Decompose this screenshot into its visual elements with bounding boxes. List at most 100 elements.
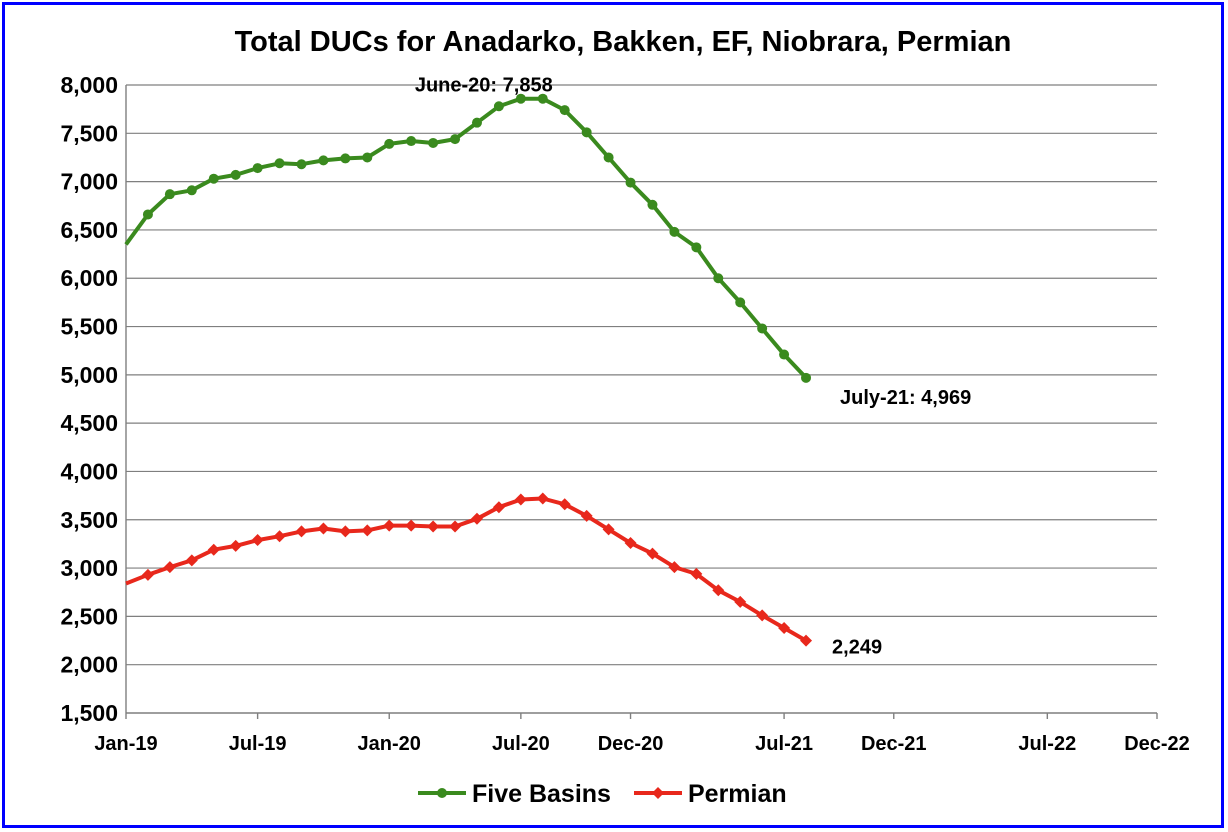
data-point <box>713 273 724 284</box>
data-point <box>537 93 548 104</box>
data-point <box>779 349 790 360</box>
data-point <box>185 554 198 567</box>
data-point <box>273 530 286 543</box>
y-tick-label: 2,000 <box>60 652 118 678</box>
y-tick-label: 5,000 <box>60 362 118 388</box>
legend-item-permian: Permian <box>634 780 787 808</box>
data-point <box>734 595 747 608</box>
data-point <box>427 520 440 533</box>
data-point <box>339 525 352 538</box>
data-point <box>778 621 791 634</box>
y-axis: 1,500 2,000 2,500 3,000 3,500 4,000 4,500 5,000… <box>60 72 118 726</box>
x-tick-label: Jul-21 <box>755 733 813 755</box>
data-point <box>493 101 504 112</box>
data-point <box>492 501 505 514</box>
data-point <box>274 158 285 169</box>
data-point <box>318 155 329 166</box>
data-point <box>361 524 374 537</box>
data-point <box>230 169 241 180</box>
plot-area <box>125 85 1157 714</box>
data-point <box>428 137 439 148</box>
data-point <box>691 242 702 253</box>
data-point <box>558 498 571 511</box>
x-tick-label: Jan-20 <box>358 733 421 755</box>
data-point <box>470 512 483 525</box>
y-tick-label: 7,500 <box>60 120 118 146</box>
annotation-label: July-21: 4,969 <box>840 387 971 409</box>
data-point <box>625 177 636 188</box>
data-point <box>624 536 637 549</box>
y-tick-label: 4,500 <box>60 410 118 436</box>
series-layer <box>124 93 813 647</box>
data-point <box>801 372 812 383</box>
data-point <box>646 547 659 560</box>
legend-marker <box>652 787 664 799</box>
data-point <box>450 134 461 145</box>
data-point <box>142 209 153 220</box>
x-tick-label: Dec-22 <box>1124 733 1190 755</box>
annotation-label: 2,249 <box>832 637 882 659</box>
series-permian <box>125 492 813 647</box>
data-point <box>471 117 482 128</box>
data-point <box>602 523 615 536</box>
data-point <box>141 568 154 581</box>
data-point <box>317 522 330 535</box>
y-tick-label: 3,500 <box>60 507 118 533</box>
legend-label: Permian <box>688 780 787 808</box>
data-point <box>252 163 263 174</box>
data-point <box>340 153 351 164</box>
data-point <box>757 323 768 334</box>
data-point <box>208 173 219 184</box>
y-tick-label: 1,500 <box>60 700 118 726</box>
data-point <box>647 199 658 210</box>
data-point <box>559 105 570 116</box>
gridlines <box>126 84 1157 666</box>
data-point <box>735 297 746 308</box>
y-tick-label: 8,000 <box>60 72 118 98</box>
data-point <box>580 509 593 522</box>
y-tick-label: 3,000 <box>60 555 118 581</box>
data-point <box>515 93 526 104</box>
x-tick-label: Jul-22 <box>1018 733 1076 755</box>
legend: Five Basins Permian <box>418 780 787 808</box>
data-point <box>756 609 769 622</box>
x-tick-label: Jul-19 <box>229 733 287 755</box>
series-line-five-basins <box>124 96 808 380</box>
data-point <box>362 152 373 163</box>
data-point <box>405 519 418 532</box>
data-point <box>163 561 176 574</box>
data-point <box>669 226 680 237</box>
data-point <box>800 634 813 647</box>
data-point <box>668 561 681 574</box>
legend-label: Five Basins <box>472 780 611 808</box>
data-point <box>296 159 307 170</box>
legend-item-five-basins: Five Basins <box>418 780 611 808</box>
data-point <box>514 493 527 506</box>
legend-marker <box>437 788 447 798</box>
data-point <box>536 492 549 505</box>
data-point <box>603 152 614 163</box>
data-point <box>251 534 264 547</box>
y-tick-label: 5,500 <box>60 314 118 340</box>
chart-title: Total DUCs for Anadarko, Bakken, EF, Nio… <box>235 26 1012 58</box>
data-point <box>295 525 308 538</box>
data-point <box>712 584 725 597</box>
data-point <box>186 185 197 196</box>
annotations: June-20: 7,858 July-21: 4,969 2,249 <box>415 75 971 659</box>
x-tick-label: Jul-20 <box>492 733 550 755</box>
data-point <box>406 136 417 147</box>
data-point <box>581 127 592 138</box>
annotation-label: June-20: 7,858 <box>415 75 553 97</box>
data-point <box>384 138 395 149</box>
x-tick-label: Dec-21 <box>861 733 927 755</box>
data-point <box>164 189 175 200</box>
chart-svg: 1,500 2,000 2,500 3,000 3,500 4,000 4,500 5,000… <box>60 26 1190 808</box>
x-tick-label: Jan-19 <box>94 733 157 755</box>
data-point <box>449 520 462 533</box>
y-tick-label: 7,000 <box>60 169 118 195</box>
y-tick-label: 6,000 <box>60 265 118 291</box>
y-tick-label: 4,000 <box>60 458 118 484</box>
data-point <box>207 543 220 556</box>
data-point <box>383 519 396 532</box>
